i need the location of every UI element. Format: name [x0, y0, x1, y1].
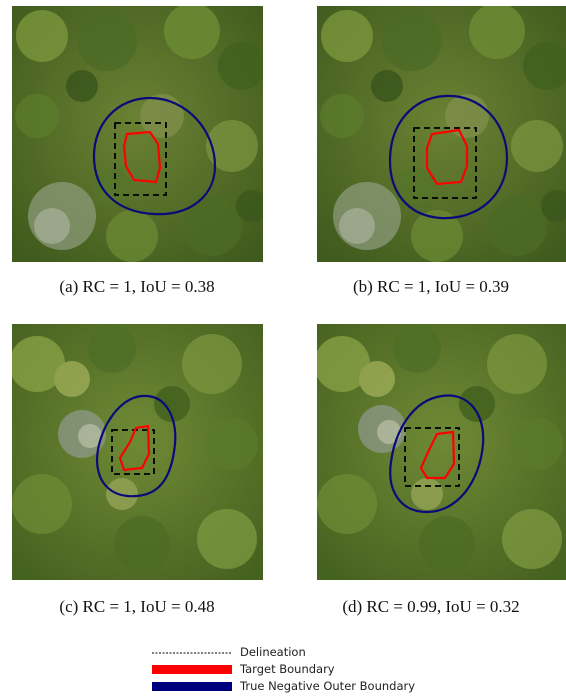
caption-b: (b) RC = 1, IoU = 0.39 — [352, 277, 510, 296]
legend-label: True Negative Outer Boundary — [240, 679, 416, 693]
panel-c-image — [12, 324, 263, 580]
canopy-texture — [320, 6, 566, 262]
panel-b-image — [317, 6, 566, 262]
panel-d-image — [317, 324, 566, 580]
panel-a-image — [12, 6, 263, 262]
caption-a: (a) RC = 1, IoU = 0.38 — [59, 277, 215, 296]
legend-label: Delineation — [240, 645, 306, 659]
legend-item-outer-boundary: True Negative Outer Boundary — [152, 678, 452, 695]
target-boundary — [118, 424, 151, 472]
outer-boundary — [95, 394, 177, 498]
caption-d: (d) RC = 0.99, IoU = 0.32 — [342, 597, 520, 616]
canopy-texture — [12, 325, 258, 572]
target-boundary — [122, 130, 162, 184]
canopy-texture — [317, 325, 563, 572]
delineation-box — [111, 429, 155, 475]
blue-line-swatch — [152, 682, 232, 691]
dashed-line-swatch — [152, 652, 232, 654]
outer-boundary — [388, 94, 509, 220]
canopy-texture — [15, 6, 263, 262]
outer-boundary — [92, 96, 217, 216]
legend-item-delineation: Delineation — [152, 644, 452, 661]
legend: Delineation Target Boundary True Negativ… — [152, 644, 452, 695]
delineation-box — [404, 427, 460, 487]
target-boundary — [425, 128, 469, 186]
outer-boundary — [389, 394, 485, 514]
red-line-swatch — [152, 665, 232, 674]
delineation-box — [413, 127, 477, 199]
caption-c: (c) RC = 1, IoU = 0.48 — [59, 597, 215, 616]
legend-item-target-boundary: Target Boundary — [152, 661, 452, 678]
target-boundary — [419, 430, 456, 480]
delineation-box — [114, 122, 167, 196]
legend-label: Target Boundary — [240, 662, 335, 676]
